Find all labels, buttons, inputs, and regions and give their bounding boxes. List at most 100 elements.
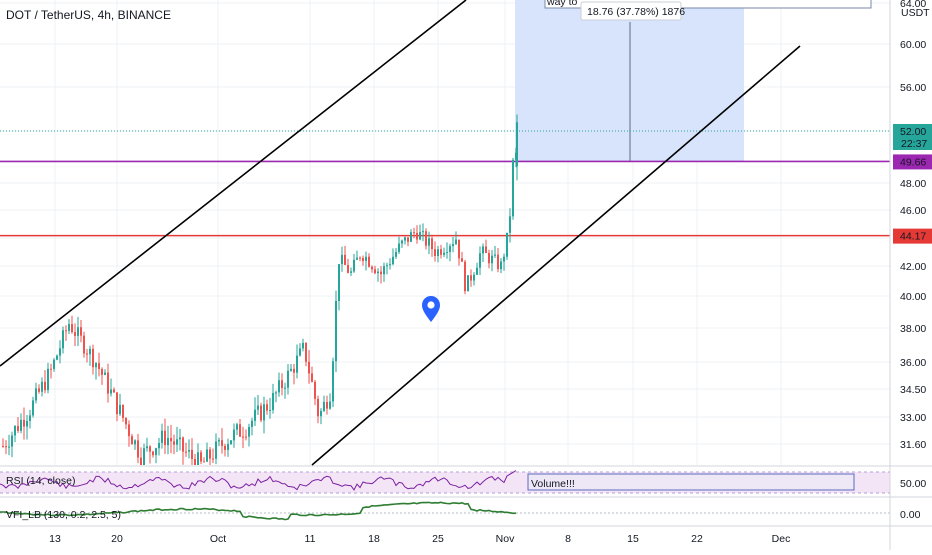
candle-body [158,442,160,449]
candle-body [227,444,229,450]
candle-body [74,332,76,336]
time-tick-label: 18 [368,533,380,545]
candle-body [44,381,46,391]
candle-body [440,249,442,255]
time-tick-label: 8 [565,533,571,545]
candle-body [56,355,58,360]
candle-body [344,254,346,265]
candle-body [368,256,370,267]
time-tick-label: 20 [111,533,123,545]
candle-body [365,256,367,261]
candle-body [17,426,19,431]
candle-body [251,420,253,427]
candle-body [335,300,337,362]
candle-body [401,240,403,244]
candle-body [20,419,22,431]
time-tick-label: 11 [305,533,316,545]
candle-body [326,402,328,409]
candle-body [29,415,31,421]
candle-body [434,249,436,257]
candle-body [311,373,313,382]
candle-body [422,231,424,233]
candle-body [155,448,157,456]
candle-body [116,392,118,415]
candle-body [188,449,190,452]
candle-body [494,254,496,256]
candle-body [485,246,487,253]
resistance-tag [893,154,932,170]
candle-body [332,361,334,402]
candle-body [92,348,94,368]
candle-body [236,424,238,430]
candle-body [446,251,448,253]
candle-body [2,445,4,447]
candle-body [296,355,298,373]
candle-body [98,363,100,370]
candle-body [398,243,400,253]
candle-body [179,437,181,440]
candle-body [239,424,241,437]
candle-body [128,424,130,437]
candle-body [11,435,13,447]
candle-body [473,274,475,281]
candle-body [407,237,409,242]
note-text: way to [546,0,578,8]
candle-body [206,449,208,462]
candle-body [503,256,505,262]
candle-body [353,259,355,272]
candle-body [5,446,7,448]
candle-body [194,458,196,465]
candle-body [455,239,457,245]
candle-body [254,409,256,421]
candle-body [293,368,295,373]
candle-body [65,330,67,332]
candle-body [314,381,316,399]
candle-body [233,429,235,441]
candle-body [458,239,460,259]
rsi-line [0,470,517,491]
candle-body [449,246,451,252]
current-price-label: 52.00 [900,126,926,138]
channel-lower-line [311,45,801,466]
candle-body [464,261,466,292]
measure-label-box [580,1,682,21]
candle-body [395,252,397,257]
candle-body [341,254,343,265]
candle-body [218,440,220,442]
candle-body [224,445,226,450]
candle-body [482,246,484,254]
candle-body [176,439,178,445]
candle-body [350,271,352,273]
pin-hole [427,301,435,309]
time-tick-label: Nov [496,533,515,545]
price-tick-label: 36.00 [900,357,926,369]
candle-body [323,402,325,411]
candle-body [152,451,154,456]
candle-body [182,437,184,452]
measure-label: 18.76 (37.78%) 1876 [587,6,685,18]
candle-body [410,232,412,242]
candle-body [431,238,433,250]
candle-body [242,436,244,438]
vfi-label: VFI_LB (130, 0.2, 2.5, 5) [6,509,121,521]
time-tick-label: 22 [691,533,703,545]
candle-body [413,232,415,234]
candle-body [245,436,247,438]
candle-body [149,446,151,452]
price-tick-label: 56.00 [900,82,926,94]
candle-body [338,264,340,301]
candle-body [374,269,376,274]
candle-body [380,271,382,275]
candle-body [377,271,379,274]
candle-body [389,264,391,266]
candle-body [197,452,199,465]
candle-body [104,372,106,375]
candle-body [359,257,361,259]
candle-body [89,348,91,355]
candle-body [269,410,271,412]
candle-body [299,348,301,356]
candle-body [404,237,406,241]
candle-body [278,380,280,393]
